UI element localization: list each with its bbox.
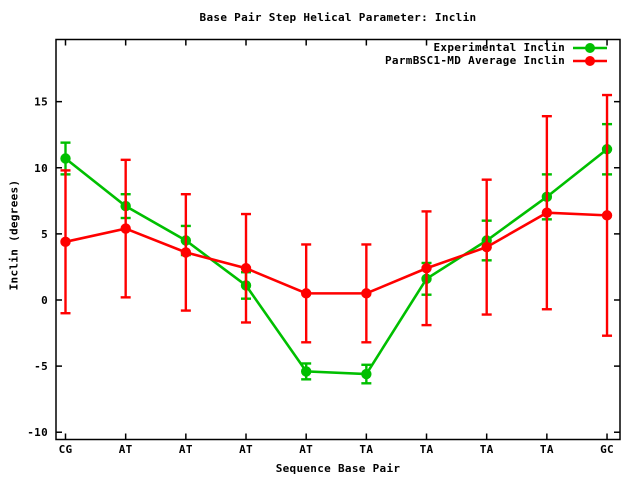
y-tick-label: 5 <box>41 228 48 241</box>
y-axis-label: Inclin (degrees) <box>7 179 21 291</box>
x-axis-label: Sequence Base Pair <box>275 462 401 475</box>
legend-label-parmbsc1: ParmBSC1-MD Average Inclin <box>385 54 565 67</box>
legend-sample-line-parmbsc1 <box>573 55 607 67</box>
x-tick-label: TA <box>420 443 434 456</box>
legend-sample-icon <box>573 55 607 66</box>
chart-title: Base Pair Step Helical Parameter: Inclin <box>199 11 477 24</box>
x-tick-label: AT <box>239 443 253 456</box>
data-point-parmbsc1 <box>421 263 432 274</box>
y-tick-label: -10 <box>27 426 48 439</box>
x-tick-label: AT <box>299 443 313 456</box>
y-tick-label: 10 <box>34 162 48 175</box>
data-point-experimental <box>361 368 372 380</box>
data-point-experimental <box>60 153 71 164</box>
y-tick-label: 0 <box>41 294 48 307</box>
data-point-parmbsc1 <box>541 207 553 218</box>
legend-sample-icon <box>573 42 607 53</box>
data-point-parmbsc1 <box>601 210 613 221</box>
data-point-parmbsc1 <box>240 263 252 274</box>
legend-label-experimental: Experimental Inclin <box>433 41 565 54</box>
x-tick-label: TA <box>359 443 373 456</box>
data-point-parmbsc1 <box>60 236 71 248</box>
x-tick-label: TA <box>540 443 554 456</box>
legend-item-parmbsc1: ParmBSC1-MD Average Inclin <box>385 54 607 67</box>
series-line-experimental <box>64 148 608 376</box>
x-tick-label: CG <box>59 443 73 456</box>
series-line-parmbsc1 <box>65 211 608 295</box>
x-tick-label: GC <box>600 443 614 456</box>
data-point-experimental <box>300 366 312 377</box>
y-tick-label: -5 <box>34 360 48 373</box>
data-point-parmbsc1 <box>120 223 131 234</box>
data-point-parmbsc1 <box>361 288 372 299</box>
x-tick-label: AT <box>119 443 133 456</box>
legend-sample-line-experimental <box>573 42 607 54</box>
x-tick-label: AT <box>179 443 193 456</box>
x-tick-label: TA <box>480 443 494 456</box>
legend-item-experimental: Experimental Inclin <box>433 41 607 54</box>
y-tick-label: 15 <box>34 96 48 109</box>
plot-border <box>55 38 621 441</box>
data-point-parmbsc1 <box>180 247 192 258</box>
legend: Experimental Inclin ParmBSC1-MD Average … <box>385 41 607 67</box>
data-point-parmbsc1 <box>300 288 312 299</box>
data-point-parmbsc1 <box>481 241 492 253</box>
